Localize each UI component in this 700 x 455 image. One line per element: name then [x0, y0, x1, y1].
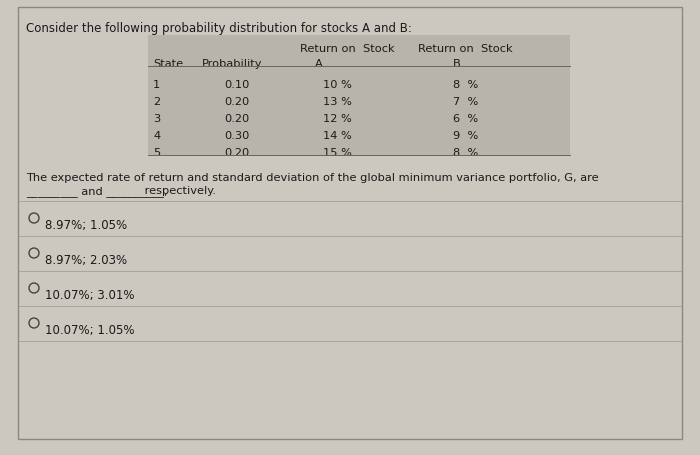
Text: Return on  Stock: Return on Stock	[300, 44, 395, 54]
Text: 4: 4	[153, 131, 160, 141]
Text: 0.10: 0.10	[224, 80, 249, 90]
Text: 14 %: 14 %	[323, 131, 351, 141]
Bar	[148, 36, 570, 157]
Text: Return on  Stock: Return on Stock	[418, 44, 512, 54]
Text: respectively.: respectively.	[141, 186, 216, 196]
Text: 10.07%; 1.05%: 10.07%; 1.05%	[45, 324, 134, 336]
Text: 5: 5	[153, 148, 160, 157]
Text: 0.30: 0.30	[224, 131, 249, 141]
Text: _________ and __________,: _________ and __________,	[26, 186, 167, 197]
Text: 6  %: 6 %	[453, 114, 478, 124]
Text: 3: 3	[153, 114, 160, 124]
Text: 8.97%; 1.05%: 8.97%; 1.05%	[45, 218, 127, 232]
Text: 15 %: 15 %	[323, 148, 352, 157]
Text: The expected rate of return and standard deviation of the global minimum varianc: The expected rate of return and standard…	[26, 172, 598, 182]
Text: 9  %: 9 %	[453, 131, 478, 141]
Text: 8  %: 8 %	[453, 80, 478, 90]
Text: 12 %: 12 %	[323, 114, 351, 124]
Text: A: A	[315, 59, 323, 69]
Text: 0.20: 0.20	[224, 114, 249, 124]
Text: 1: 1	[153, 80, 160, 90]
Text: State: State	[153, 59, 183, 69]
Text: 10.07%; 3.01%: 10.07%; 3.01%	[45, 288, 134, 301]
Text: 2: 2	[153, 97, 160, 107]
Text: Probability: Probability	[202, 59, 262, 69]
Text: 8  %: 8 %	[453, 148, 478, 157]
Text: 8.97%; 2.03%: 8.97%; 2.03%	[45, 253, 127, 267]
Text: 13 %: 13 %	[323, 97, 352, 107]
Text: 7  %: 7 %	[453, 97, 478, 107]
Text: 10 %: 10 %	[323, 80, 352, 90]
Text: B: B	[453, 59, 461, 69]
Text: 0.20: 0.20	[224, 97, 249, 107]
Text: 0.20: 0.20	[224, 148, 249, 157]
Text: Consider the following probability distribution for stocks A and B:: Consider the following probability distr…	[26, 22, 412, 35]
